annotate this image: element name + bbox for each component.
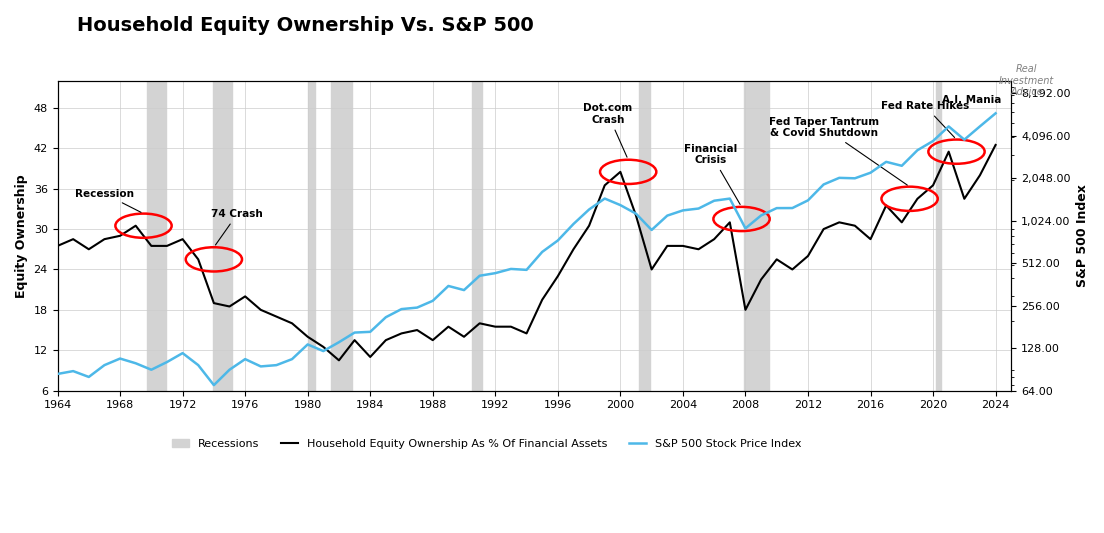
Bar [936,81,941,391]
Text: A.I. Mania: A.I. Mania [943,94,1001,104]
Text: Dot.com
Crash: Dot.com Crash [583,103,633,157]
Text: Recession: Recession [75,189,141,212]
Text: Household Equity Ownership Vs. S&P 500: Household Equity Ownership Vs. S&P 500 [77,16,534,35]
Bar [148,81,166,391]
Text: Real
Investment
Advice: Real Investment Advice [999,64,1054,97]
Bar [744,81,768,391]
Text: Financial
Crisis: Financial Crisis [684,143,740,205]
Text: Fed Taper Tantrum
& Covid Shutdown: Fed Taper Tantrum & Covid Shutdown [768,117,907,185]
Text: Fed Rate Hikes: Fed Rate Hikes [881,101,969,138]
Bar [308,81,316,391]
Text: 74 Crash: 74 Crash [212,209,263,245]
Bar [638,81,650,391]
Y-axis label: Equity Ownership: Equity Ownership [15,174,28,297]
Y-axis label: S&P 500 Index: S&P 500 Index [1076,184,1089,287]
Bar [331,81,352,391]
Bar [471,81,482,391]
Bar [213,81,232,391]
Legend: Recessions, Household Equity Ownership As % Of Financial Assets, S&P 500 Stock P: Recessions, Household Equity Ownership A… [168,434,806,453]
